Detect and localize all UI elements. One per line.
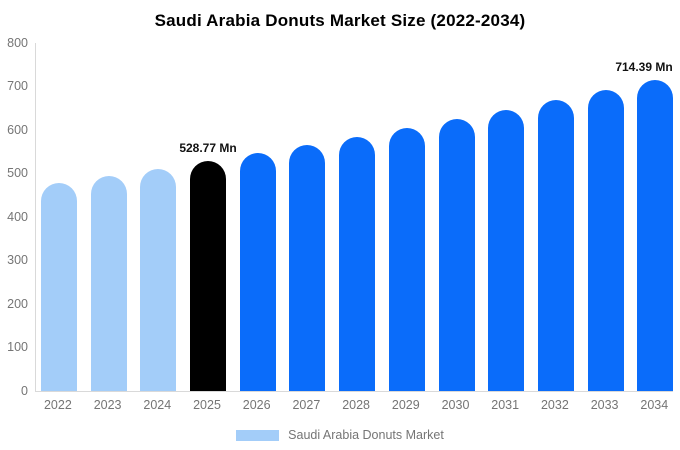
y-tick-100: 100 [7, 340, 28, 354]
plot-area: 528.77 Mn 714.39 Mn [35, 43, 674, 392]
y-tick-800: 800 [7, 35, 28, 50]
x-tick-2034: 2034 [640, 398, 669, 412]
x-tick-2025: 2025 [193, 398, 221, 412]
bar-2033 [587, 90, 624, 391]
x-tick-2032: 2032 [540, 398, 569, 412]
legend-swatch [236, 429, 280, 441]
legend: Saudi Arabia Donuts Market [0, 427, 680, 443]
bar-2028 [339, 136, 376, 391]
y-tick-300: 300 [7, 253, 28, 267]
legend-label: Saudi Arabia Donuts Market [288, 428, 444, 442]
data-label-2034: 714.39 Mn [615, 60, 673, 75]
chart-title: Saudi Arabia Donuts Market Size (2022-20… [154, 11, 526, 30]
x-tick-2029: 2029 [391, 398, 420, 412]
y-tick-0: 0 [21, 383, 28, 398]
y-tick-500: 500 [7, 166, 28, 180]
bar-2031 [488, 109, 525, 391]
bar-2024 [140, 168, 177, 391]
x-tick-2027: 2027 [292, 398, 321, 412]
x-tick-2026: 2026 [242, 398, 271, 412]
x-tick-2030: 2030 [441, 398, 470, 412]
bar-2034 [637, 80, 674, 391]
data-label-2025: 528.77 Mn [179, 141, 237, 155]
x-tick-2023: 2023 [93, 398, 122, 412]
bar-2027 [289, 145, 326, 391]
bar-2029 [388, 128, 425, 391]
bar-2025 [190, 161, 226, 391]
x-tick-2031: 2031 [491, 398, 520, 412]
x-tick-2028: 2028 [342, 398, 370, 412]
bar-2026 [239, 153, 276, 391]
y-tick-700: 700 [7, 79, 28, 93]
y-tick-400: 400 [7, 209, 28, 224]
x-tick-2024: 2024 [143, 398, 172, 412]
bar-2022 [40, 182, 77, 391]
bar-2030 [438, 119, 475, 391]
y-tick-600: 600 [7, 122, 28, 137]
x-tick-2022: 2022 [43, 398, 72, 412]
bar-2023 [90, 175, 127, 391]
bar-2032 [537, 100, 574, 391]
x-tick-2033: 2033 [590, 398, 619, 412]
y-tick-200: 200 [7, 296, 28, 311]
